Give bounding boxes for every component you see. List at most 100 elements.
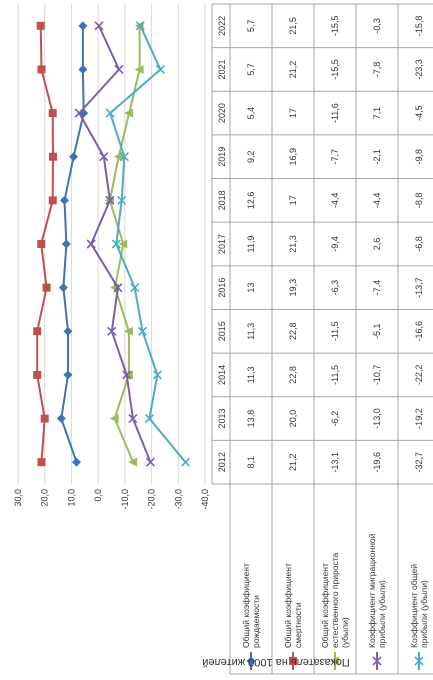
data-point [78,64,88,74]
data-point [37,458,46,467]
data-point [59,195,69,205]
data-point [78,21,88,31]
x-tick-label: 2021 [217,59,227,79]
legend-swatch-marker [330,656,339,666]
data-point [130,283,140,293]
table-value: -22,2 [414,365,424,386]
data-point [40,414,49,423]
table-value: 13 [246,283,256,293]
data-point [94,21,104,31]
data-point [111,239,121,249]
data-point [155,64,165,75]
data-point [114,64,124,75]
table-value: -32,7 [414,452,424,473]
data-point [137,326,148,336]
data-point [61,239,71,249]
table-value: -8,8 [414,193,424,209]
table-value: -4,4 [330,193,340,209]
data-point [56,414,66,424]
data-point [86,239,96,249]
table-value: -6,3 [330,280,340,296]
table-value: -11,5 [330,365,340,385]
table-value: 9,2 [246,150,256,163]
table-value: -19,6 [372,452,382,473]
table-value: -23,3 [414,59,424,80]
y-tick-label: -10,0 [120,489,130,510]
legend-swatch-marker [414,656,424,666]
table-value: 13,8 [246,410,256,428]
data-point [48,109,57,118]
legend-label: Коэффициент миграционнойприбыли (убыли) [367,533,387,648]
table-value: -9,4 [330,236,340,252]
x-tick-label: 2013 [217,409,227,429]
data-point [37,65,46,74]
legend-label: Коэффициент общейприбыли (убыли) [409,564,429,648]
data-point [99,152,109,162]
table-value: -7,8 [372,62,382,78]
data-point [134,64,144,74]
data-point [42,283,51,292]
table-value: 21,2 [288,61,298,79]
table-value: -7,7 [330,149,340,165]
data-point [63,370,73,380]
data-point [37,240,46,248]
table-value: -13,0 [372,408,382,429]
legend-label: Общий коэффициентестественного прироста(… [320,553,350,648]
data-point [152,370,163,380]
data-point [180,457,191,467]
data-point [123,326,133,336]
data-point [69,152,79,162]
x-tick-label: 2012 [217,452,227,472]
table-value: -4,5 [414,105,424,121]
table-value: -4,4 [372,193,382,209]
table-value: -6,8 [414,236,424,252]
table-value: 12,6 [246,192,256,210]
data-point [118,239,128,249]
data-point [109,414,119,424]
table-value: -9,8 [414,149,424,165]
table-value: 5,7 [246,63,256,76]
table-value: -16,6 [414,321,424,342]
data-point [119,152,129,162]
y-tick-label: 30,0 [13,489,23,507]
table-value: 22,8 [288,366,298,384]
table-value: 21,5 [288,17,298,35]
data-point [36,21,45,30]
table-value: -7,4 [372,280,382,296]
table-value: 5,4 [246,107,256,120]
data-point [72,457,82,467]
table-value: 17 [288,195,298,205]
data-point [33,327,42,336]
data-point [63,326,73,336]
table-value: 17 [288,108,298,118]
data-point [113,152,123,162]
y-tick-label: 20,0 [40,489,50,507]
data-point [128,457,138,467]
x-tick-label: 2014 [217,365,227,385]
y-tick-label: 0,0 [93,489,103,502]
table-value: 22,8 [288,323,298,341]
x-tick-label: 2018 [217,190,227,210]
y-tick-label: -40,0 [200,489,210,510]
x-tick-label: 2016 [217,278,227,298]
legend-swatch-marker [372,656,382,666]
table-value: -13,1 [330,452,340,473]
y-tick-label: -20,0 [147,489,157,510]
data-point [74,108,84,118]
table-value: -15,5 [330,59,340,80]
y-tick-label: 10,0 [66,489,76,507]
data-point [48,152,57,161]
x-tick-label: 2022 [217,16,227,36]
data-point [113,283,123,293]
table-value: 11,3 [246,323,256,340]
data-point [117,195,127,205]
table-value: -2,1 [372,149,382,165]
table-value: 21,3 [288,235,298,253]
data-point [122,370,132,380]
y-axis-title: Показатель на 1000 жителей [202,656,350,668]
table-value: -6,2 [330,411,340,427]
data-point [128,413,138,424]
table-value: 7,1 [372,107,382,120]
table-value: -13,7 [414,277,424,298]
